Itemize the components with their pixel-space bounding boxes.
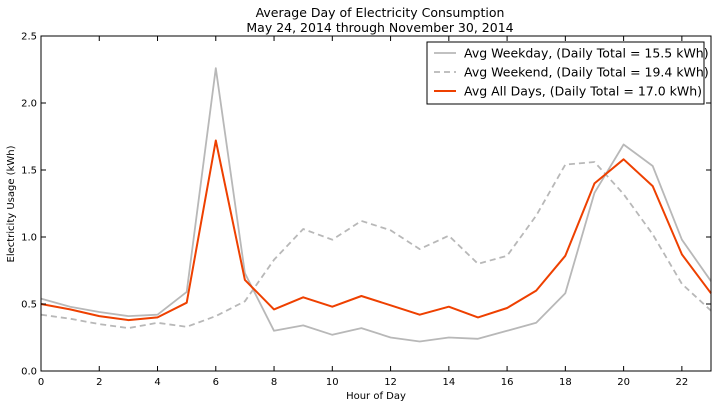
x-tick-label: 10 <box>326 377 339 388</box>
y-tick-label: 1.5 <box>21 166 37 177</box>
x-tick-label: 14 <box>442 377 455 388</box>
x-tick-label: 16 <box>501 377 514 388</box>
x-tick-label: 4 <box>154 377 160 388</box>
chart-subtitle: May 24, 2014 through November 30, 2014 <box>246 20 513 35</box>
y-tick-label: 2.0 <box>21 99 37 110</box>
y-tick-label: 0.0 <box>21 367 37 378</box>
x-axis-label: Hour of Day <box>346 391 406 402</box>
x-tick-label: 18 <box>559 377 572 388</box>
x-tick-label: 20 <box>617 377 630 388</box>
x-tick-label: 6 <box>213 377 219 388</box>
legend-label-3: Avg All Days, (Daily Total = 17.0 kWh) <box>464 84 702 99</box>
x-tick-label: 12 <box>384 377 397 388</box>
legend-label-2: Avg Weekend, (Daily Total = 19.4 kWh) <box>464 65 709 80</box>
x-tick-label: 8 <box>271 377 277 388</box>
x-tick-label: 0 <box>38 377 44 388</box>
y-axis-label: Electricity Usage (kWh) <box>6 145 17 262</box>
series-line-3 <box>40 139 712 322</box>
series-line-2 <box>40 161 712 330</box>
x-tick-label: 2 <box>96 377 102 388</box>
y-tick-label: 1.0 <box>21 233 37 244</box>
legend-label-1: Avg Weekday, (Daily Total = 15.5 kWh) <box>464 46 709 61</box>
legend: Avg Weekday, (Daily Total = 15.5 kWh) Avg… <box>426 41 709 105</box>
y-tick-label: 2.5 <box>21 32 37 43</box>
y-tick-label: 0.5 <box>21 300 37 311</box>
chart-title: Average Day of Electricity Consumption <box>256 5 505 20</box>
legend-box <box>426 41 705 105</box>
x-tick-label: 22 <box>676 377 689 388</box>
plot-frame <box>40 35 712 372</box>
series-line-1 <box>40 67 712 343</box>
